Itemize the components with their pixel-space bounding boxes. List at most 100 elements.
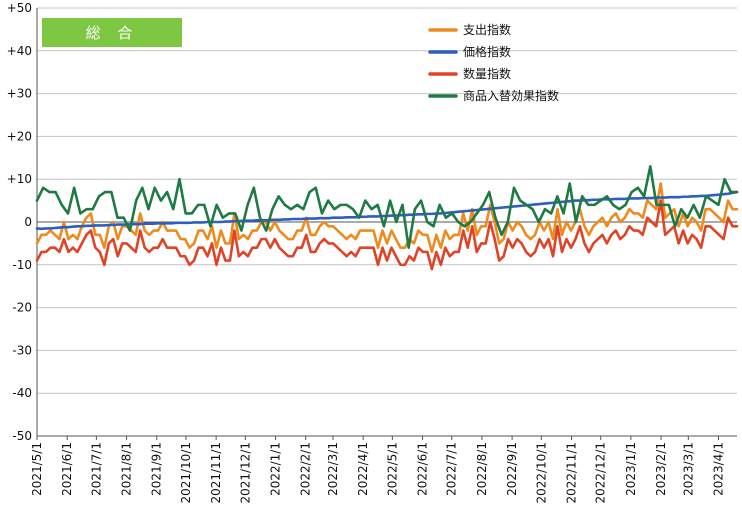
data-point [350, 233, 352, 236]
data-point [592, 242, 595, 245]
data-point [116, 255, 119, 258]
data-point [269, 229, 272, 232]
data-point [91, 208, 94, 211]
data-point [300, 218, 303, 220]
data-point [386, 242, 388, 245]
data-point [650, 221, 653, 223]
data-point [309, 233, 312, 236]
data-point [278, 246, 281, 249]
data-point [229, 242, 231, 245]
data-point [314, 251, 317, 253]
legend-label: 数量指数 [463, 66, 511, 81]
data-point [170, 222, 173, 225]
data-point [736, 191, 738, 193]
data-point [58, 238, 61, 241]
data-point [682, 229, 685, 232]
data-point [493, 221, 496, 223]
data-point [345, 238, 348, 241]
data-point [680, 208, 683, 211]
data-point [42, 186, 45, 189]
x-tick-label: 2022/7/1 [445, 442, 459, 496]
data-point [561, 233, 563, 236]
data-point [649, 165, 652, 168]
data-point [179, 221, 182, 224]
data-point [646, 216, 649, 219]
data-point [556, 195, 559, 198]
data-point [601, 233, 604, 236]
data-point [723, 178, 726, 181]
data-point [632, 229, 635, 232]
x-tick-label: 2022/9/1 [505, 442, 519, 496]
data-point [519, 199, 522, 202]
data-point [228, 212, 230, 215]
data-point [170, 246, 173, 249]
data-point [372, 215, 375, 218]
data-point [363, 229, 366, 232]
data-point [143, 246, 146, 249]
data-point [350, 216, 352, 219]
data-point [264, 238, 267, 241]
x-tick-label: 2022/10/1 [534, 442, 548, 504]
x-tick-label: 2023/3/1 [681, 442, 695, 496]
data-point [363, 215, 366, 218]
y-tick-label: -10 [12, 258, 32, 272]
data-point [383, 225, 385, 228]
data-point [457, 221, 460, 223]
data-point [612, 203, 615, 206]
data-point [417, 229, 420, 232]
data-point [581, 195, 584, 198]
data-point [318, 242, 321, 245]
data-point [209, 225, 212, 228]
data-point [618, 208, 621, 211]
data-point [377, 263, 379, 266]
data-point [135, 199, 138, 202]
data-point [40, 233, 43, 236]
data-point [157, 246, 160, 249]
data-point [184, 238, 186, 241]
data-point [664, 196, 667, 199]
data-point [72, 225, 74, 228]
data-point [552, 238, 554, 241]
data-point [104, 191, 107, 193]
data-point [399, 263, 402, 266]
data-point [202, 229, 204, 232]
data-point [358, 216, 361, 219]
data-point [408, 255, 411, 258]
data-point [296, 246, 299, 249]
data-point [489, 221, 492, 223]
data-point [159, 199, 162, 202]
data-point [148, 222, 151, 225]
data-point [251, 246, 254, 249]
data-point [291, 255, 294, 258]
data-point [80, 225, 83, 228]
data-point [650, 203, 653, 206]
data-point [420, 199, 422, 202]
data-point [507, 238, 510, 241]
data-point [354, 216, 357, 219]
data-point [229, 259, 231, 262]
data-point [260, 238, 263, 241]
data-point [453, 251, 456, 253]
data-point [327, 225, 330, 228]
data-point [282, 218, 285, 221]
data-point [395, 255, 397, 258]
data-point [252, 186, 255, 189]
data-point [67, 226, 70, 229]
data-point [166, 191, 168, 193]
data-point [376, 203, 379, 206]
data-point [529, 255, 532, 258]
data-point [110, 191, 113, 193]
data-point [439, 263, 442, 266]
data-point [94, 246, 97, 249]
data-point [668, 196, 671, 199]
x-tick-label: 2022/5/1 [385, 442, 399, 496]
data-point [251, 219, 254, 222]
total-badge: 総 合 [42, 18, 182, 47]
data-point [40, 227, 43, 230]
data-point [79, 212, 82, 215]
data-point [561, 200, 563, 203]
y-tick-label: -50 [12, 429, 32, 443]
data-point [327, 199, 330, 202]
data-point [152, 246, 155, 249]
data-point [54, 227, 56, 229]
